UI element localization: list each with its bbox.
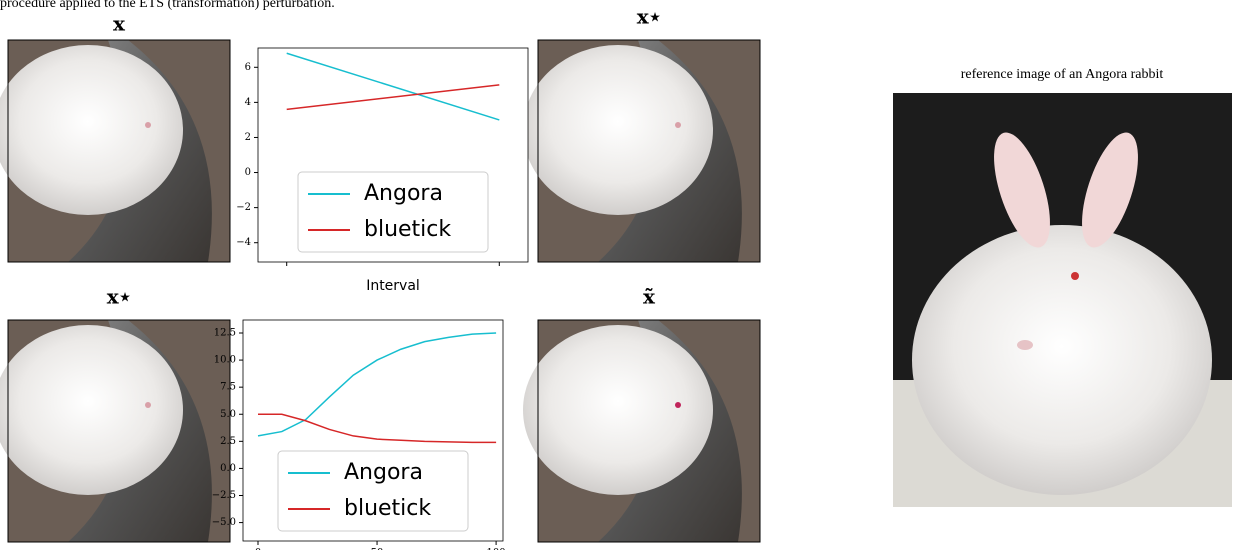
image-title: x (113, 12, 126, 36)
image-fur (523, 325, 713, 495)
y-tick-label: 6 (245, 62, 251, 73)
image-eye (675, 402, 681, 408)
y-tick-label: 0.0 (220, 463, 236, 474)
image-fur (0, 45, 183, 215)
image (523, 40, 760, 262)
image-eye (675, 122, 681, 128)
image-eye (145, 122, 151, 128)
caption: procedure applied to the ETS (transforma… (0, 0, 335, 11)
x-axis-label: Interval (366, 278, 420, 294)
image-title: x⋆ (637, 5, 661, 29)
y-tick-label: −2.5 (212, 490, 236, 501)
y-tick-label: −4 (236, 237, 251, 248)
y-tick-label: 7.5 (220, 382, 236, 393)
image-title: x̃ (643, 285, 656, 309)
y-tick-label: −5.0 (212, 517, 236, 528)
legend-label: bluetick (364, 217, 451, 242)
y-tick-label: 2.5 (220, 436, 236, 447)
legend-label: Angora (344, 460, 423, 485)
image-fur (523, 45, 713, 215)
image-title: x⋆ (107, 285, 131, 309)
image-fur (0, 325, 183, 495)
image (0, 40, 230, 262)
image (523, 320, 760, 542)
y-tick-label: 0 (245, 167, 251, 178)
y-tick-label: 5.0 (220, 409, 236, 420)
y-tick-label: 4 (245, 97, 251, 108)
y-tick-label: −2 (236, 202, 251, 213)
y-tick-label: 12.5 (214, 328, 236, 339)
image-eye (145, 402, 151, 408)
legend-label: bluetick (344, 496, 431, 521)
image (0, 320, 230, 542)
y-tick-label: 2 (245, 132, 251, 143)
reference-title: reference image of an Angora rabbit (961, 67, 1164, 82)
figure: procedure applied to the ETS (transforma… (0, 0, 1242, 550)
y-tick-label: 10.0 (214, 355, 236, 366)
reference-image (893, 93, 1232, 507)
legend-label: Angora (364, 181, 443, 206)
